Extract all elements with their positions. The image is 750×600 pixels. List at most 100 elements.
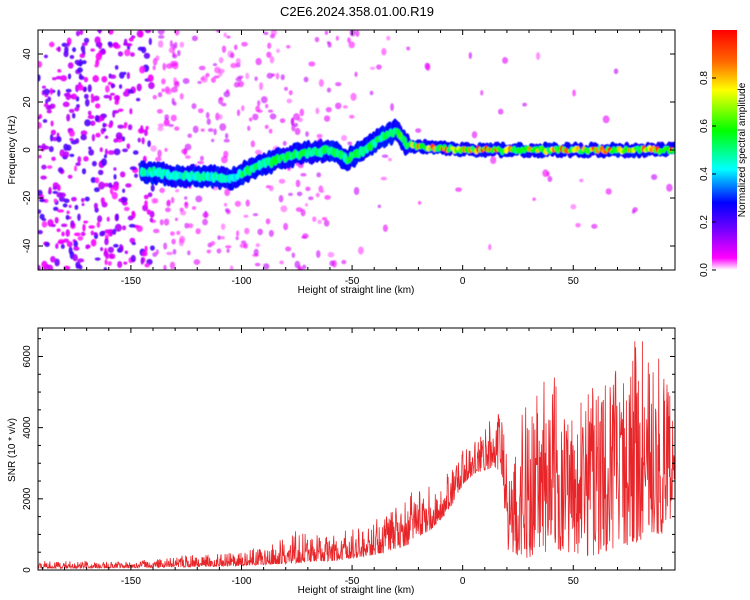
heatmap-cell bbox=[49, 87, 53, 96]
heatmap-cell bbox=[91, 133, 96, 142]
heatmap-cell bbox=[114, 223, 122, 232]
heatmap-cell bbox=[78, 264, 83, 270]
heatmap-cell bbox=[254, 149, 262, 155]
heatmap-cell bbox=[50, 120, 54, 127]
heatmap-cell bbox=[57, 69, 62, 73]
heatmap-cell bbox=[72, 254, 78, 262]
heatmap-cell bbox=[144, 263, 150, 268]
snr-series bbox=[38, 341, 675, 570]
heatmap-cell bbox=[110, 83, 116, 89]
colorbar-tick-label: 0.8 bbox=[699, 71, 710, 85]
heatmap-cell bbox=[83, 86, 87, 92]
heatmap-cell bbox=[70, 220, 75, 228]
heatmap-cell bbox=[115, 94, 120, 102]
heatmap-cell bbox=[288, 192, 293, 197]
heatmap-cell bbox=[68, 108, 75, 113]
heatmap-cell bbox=[170, 86, 178, 93]
heatmap-cell bbox=[87, 115, 95, 120]
heatmap-cell bbox=[146, 209, 152, 215]
heatmap-cell bbox=[108, 182, 113, 189]
heatmap-cell bbox=[128, 37, 134, 42]
heatmap-cell bbox=[106, 216, 110, 222]
heatmap-cell bbox=[347, 141, 353, 146]
heatmap-cell bbox=[341, 259, 347, 265]
heatmap-cell bbox=[502, 57, 509, 64]
heatmap-cell bbox=[69, 54, 75, 60]
heatmap-cell bbox=[213, 128, 217, 136]
heatmap-cell bbox=[49, 133, 54, 142]
heatmap-cell bbox=[84, 119, 91, 127]
heatmap-cell bbox=[84, 98, 90, 107]
heatmap-cell bbox=[163, 242, 168, 250]
heatmap-cell bbox=[226, 35, 231, 39]
heatmap-cell bbox=[62, 203, 68, 208]
heatmap-cell bbox=[88, 149, 95, 156]
heatmap-cell bbox=[123, 125, 127, 129]
heatmap-cell bbox=[152, 57, 158, 66]
heatmap-cell bbox=[267, 109, 274, 113]
colorbar-tick-label: 0.2 bbox=[699, 215, 710, 229]
heatmap-cell bbox=[221, 155, 228, 164]
heatmap-cell bbox=[99, 147, 103, 153]
heatmap-cell bbox=[107, 246, 115, 253]
heatmap-cell bbox=[184, 201, 189, 209]
heatmap-cell bbox=[125, 43, 133, 47]
heatmap-cell bbox=[179, 235, 186, 244]
heatmap-cell bbox=[290, 117, 295, 126]
heatmap-cell bbox=[219, 123, 227, 131]
heatmap-cell bbox=[230, 62, 238, 69]
heatmap-cell bbox=[275, 48, 281, 53]
heatmap-cell bbox=[172, 248, 177, 255]
heatmap-cell bbox=[140, 125, 144, 133]
heatmap-cell bbox=[97, 215, 103, 223]
heatmap-cell bbox=[156, 108, 163, 114]
heatmap-cell bbox=[195, 228, 201, 235]
heatmap-cell bbox=[316, 133, 323, 139]
heatmap-cell bbox=[103, 266, 108, 270]
heatmap-cell bbox=[88, 225, 95, 229]
heatmap-cell bbox=[179, 41, 185, 48]
heatmap-cell bbox=[149, 245, 155, 251]
heatmap-cell bbox=[241, 105, 245, 112]
heatmap-cell bbox=[265, 103, 269, 109]
heatmap-cell bbox=[245, 199, 250, 207]
heatmap-cell bbox=[305, 131, 309, 137]
heatmap-cell bbox=[279, 260, 284, 265]
heatmap-cell bbox=[357, 246, 364, 255]
heatmap-cell bbox=[131, 241, 136, 246]
heatmap-cell bbox=[75, 138, 80, 144]
heatmap-cell bbox=[193, 259, 201, 265]
heatmap-cell bbox=[305, 203, 309, 207]
heatmap-cell bbox=[152, 65, 156, 71]
heatmap-cell bbox=[90, 48, 95, 52]
heatmap-cell bbox=[112, 228, 117, 235]
heatmap-cell bbox=[303, 76, 309, 83]
heatmap-cell bbox=[129, 108, 133, 115]
heatmap-cell bbox=[225, 245, 232, 249]
colorbar: 0.0 0.2 0.4 0.6 0.8 Normalized spectral ampl… bbox=[699, 30, 748, 277]
heatmap-cell bbox=[236, 109, 241, 117]
heatmap-cell bbox=[66, 42, 70, 47]
heatmap-cell bbox=[79, 53, 86, 59]
heatmap-cell bbox=[169, 40, 173, 48]
heatmap-cell bbox=[376, 64, 382, 70]
heatmap-cell bbox=[130, 254, 136, 263]
heatmap-cell bbox=[248, 117, 253, 122]
heatmap-cell bbox=[135, 97, 141, 102]
heatmap-cell bbox=[115, 213, 119, 222]
heatmap-cell bbox=[280, 205, 288, 213]
heatmap-cell bbox=[110, 92, 115, 96]
heatmap-cell bbox=[296, 191, 303, 197]
heatmap-cell bbox=[80, 130, 88, 136]
heatmap-cell bbox=[214, 66, 221, 74]
heatmap-cell bbox=[90, 93, 94, 100]
heatmap-cell bbox=[72, 112, 76, 119]
heatmap-cell bbox=[187, 250, 191, 256]
heatmap-cell bbox=[171, 238, 176, 245]
heatmap-cell bbox=[184, 196, 188, 200]
heatmap-cell bbox=[43, 88, 50, 95]
heatmap-cell bbox=[38, 265, 41, 270]
heatmap-cell bbox=[169, 261, 176, 270]
snr-xtick-label: 0 bbox=[460, 576, 466, 587]
heatmap-cell bbox=[109, 187, 114, 195]
